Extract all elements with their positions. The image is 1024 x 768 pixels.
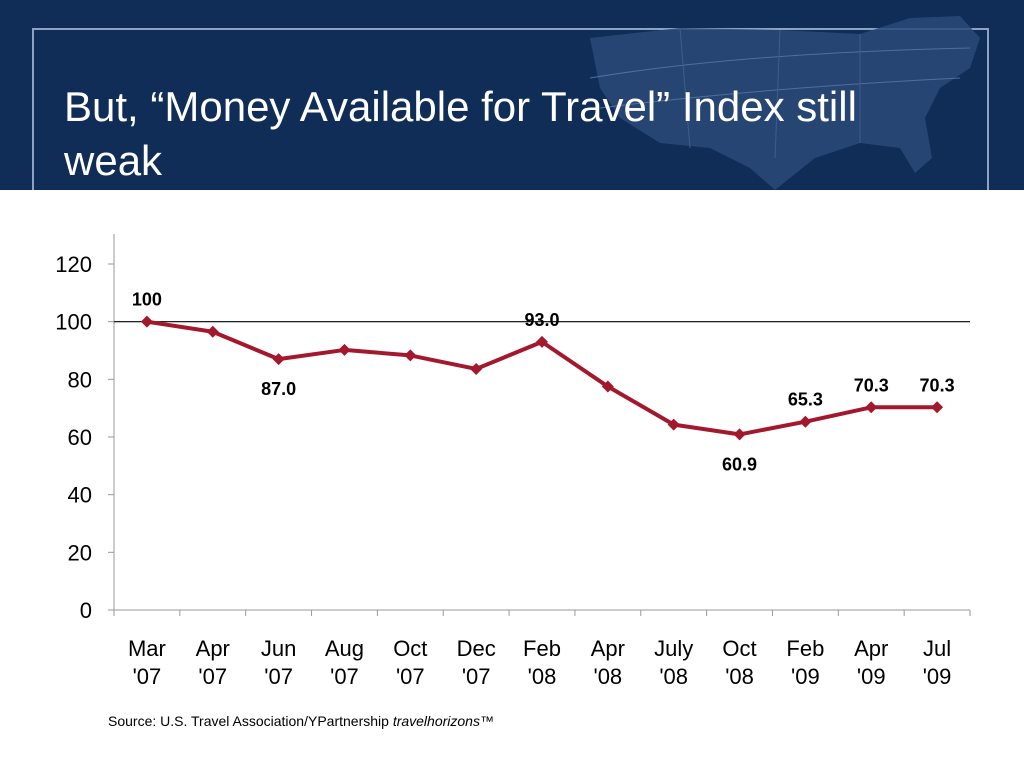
x-tick-label-year: '07 (330, 664, 359, 689)
data-label: 70.3 (854, 375, 889, 395)
x-tick-label-month: Aug (325, 636, 364, 661)
data-point (799, 415, 812, 428)
slide-title: But, “Money Available for Travel” Index … (64, 83, 857, 184)
source-note: Source: U.S. Travel Association/YPartner… (108, 713, 494, 729)
y-tick-label: 120 (55, 252, 92, 277)
x-tick-label-month: Apr (196, 636, 230, 661)
data-point (536, 335, 548, 348)
x-tick-label-year: '09 (923, 664, 952, 689)
x-tick-label-year: '09 (857, 664, 886, 689)
source-text: Source: U.S. Travel Association/YPartner… (108, 713, 393, 729)
data-label: 70.3 (920, 375, 955, 395)
x-tick-label-year: '07 (198, 664, 227, 689)
x-tick-label-month: July (654, 636, 693, 661)
x-tick-label-year: '09 (791, 664, 820, 689)
y-tick-label: 20 (68, 540, 92, 565)
line-chart: 0 20 40 60 80 100 120 Mar '07 Apr '07 Jun '07 Aug '07 O… (55, 234, 971, 689)
data-point (206, 325, 219, 338)
data-point (865, 401, 878, 414)
x-tick-label-year: '08 (528, 664, 557, 689)
x-tick-label-month: Jun (261, 636, 296, 661)
y-tick-label: 60 (68, 425, 92, 450)
data-point (272, 353, 285, 366)
x-tick-label-month: Dec (457, 636, 496, 661)
data-point (667, 418, 680, 431)
data-label: 100 (132, 290, 162, 310)
x-tick-label-month: Apr (854, 636, 888, 661)
data-label: 87.0 (261, 379, 296, 399)
slide-header: But, “Money Available for Travel” Index … (0, 0, 1024, 190)
x-tick-label-month: Mar (128, 636, 166, 661)
data-point (338, 343, 351, 356)
data-label: 65.3 (788, 390, 823, 410)
data-label: 93.0 (524, 310, 559, 330)
x-tick-label-year: '07 (396, 664, 425, 689)
data-point (140, 315, 153, 328)
y-tick-label: 0 (80, 598, 92, 623)
x-tick-label-month: Feb (523, 636, 561, 661)
x-tick-label-month: Oct (393, 636, 427, 661)
data-point (404, 349, 417, 362)
y-tick-label: 80 (68, 367, 92, 392)
usa-map-icon (589, 16, 980, 190)
x-tick-label-year: '08 (659, 664, 688, 689)
source-publication: travelhorizons (392, 713, 480, 729)
x-tick-label-month: Jul (923, 636, 951, 661)
x-tick-label-year: '07 (462, 664, 491, 689)
data-label: 60.9 (722, 454, 757, 474)
data-point (931, 401, 944, 414)
x-tick-label-year: '08 (594, 664, 623, 689)
y-tick-label: 100 (55, 310, 92, 335)
x-tick-label-year: '07 (133, 664, 162, 689)
data-point (601, 380, 614, 393)
header-divider (0, 190, 1024, 193)
x-tick-label-month: Feb (786, 636, 824, 661)
x-tick-label-year: '07 (264, 664, 293, 689)
x-tick-label-month: Apr (591, 636, 625, 661)
source-trademark: ™ (479, 713, 494, 729)
data-point (733, 428, 746, 441)
x-tick-label-year: '08 (725, 664, 754, 689)
data-point (470, 362, 483, 375)
header-frame (32, 28, 989, 190)
x-tick-label-month: Oct (722, 636, 756, 661)
y-tick-label: 40 (68, 483, 92, 508)
